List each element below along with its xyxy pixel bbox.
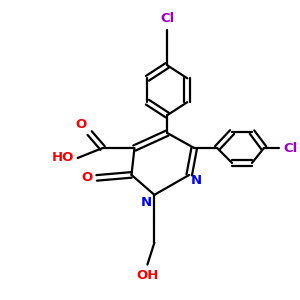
Text: O: O	[75, 118, 87, 131]
Text: N: N	[140, 196, 152, 209]
Text: Cl: Cl	[283, 142, 297, 154]
Text: O: O	[81, 171, 93, 184]
Text: HO: HO	[51, 152, 74, 164]
Text: OH: OH	[136, 268, 159, 281]
Text: Cl: Cl	[160, 13, 175, 26]
Text: N: N	[191, 174, 202, 187]
